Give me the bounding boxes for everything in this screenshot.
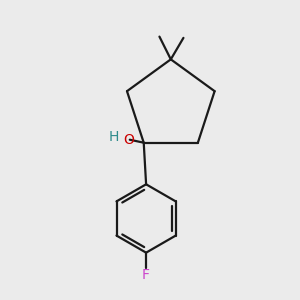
- Text: H: H: [108, 130, 118, 144]
- Text: F: F: [142, 268, 150, 282]
- Text: O: O: [123, 133, 134, 147]
